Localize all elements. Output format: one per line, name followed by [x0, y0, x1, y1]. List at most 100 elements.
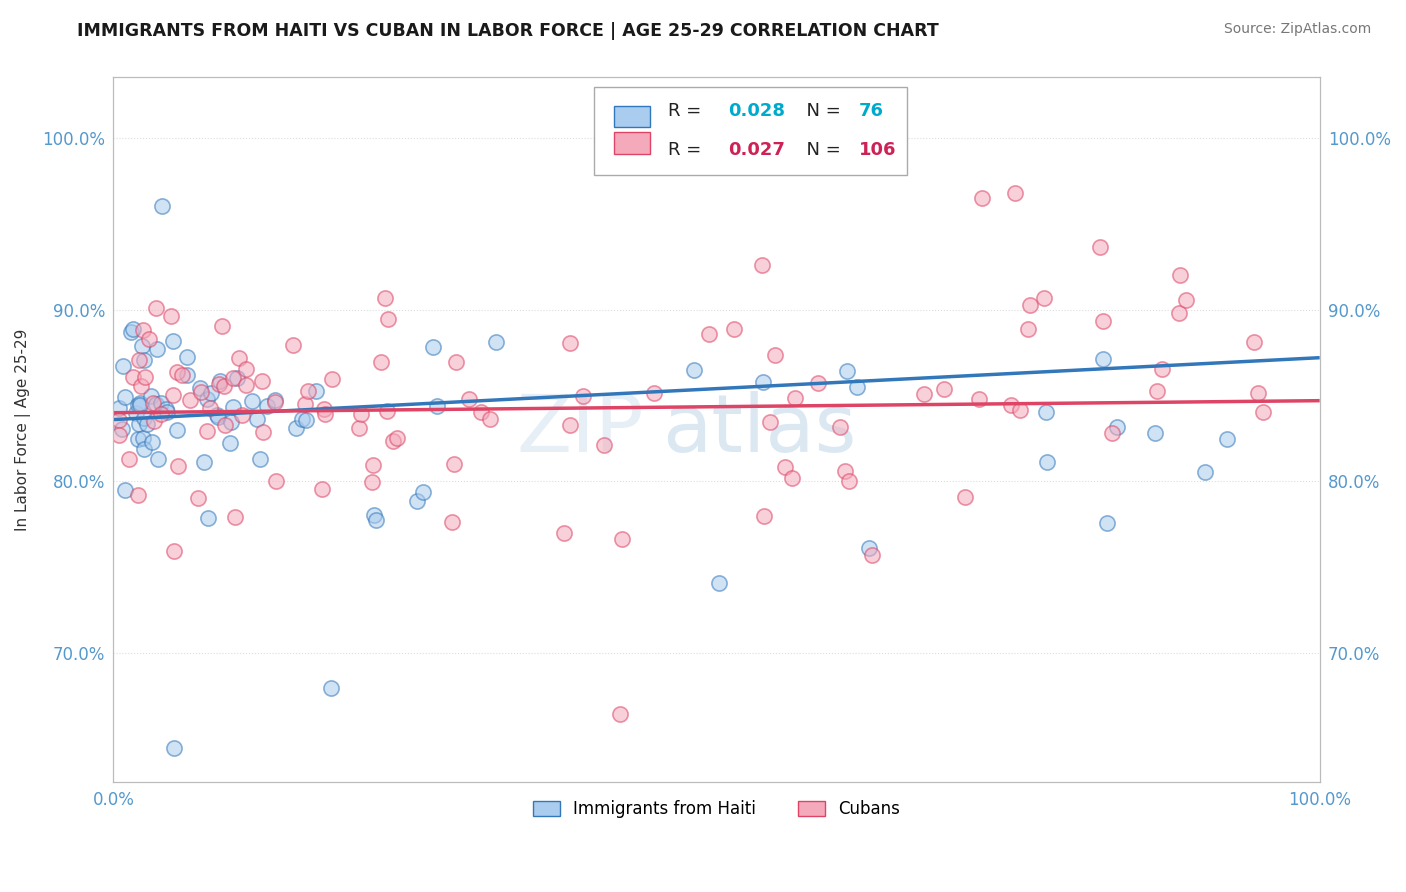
Text: ZIP: ZIP — [517, 391, 644, 469]
Point — [441, 515, 464, 529]
Point — [382, 434, 405, 448]
Point — [150, 199, 173, 213]
FancyBboxPatch shape — [614, 132, 650, 153]
Point — [112, 359, 135, 373]
Point — [1092, 314, 1115, 328]
Point — [219, 415, 242, 429]
Point — [350, 407, 373, 421]
Point — [156, 405, 179, 419]
Point — [560, 417, 582, 432]
Point — [131, 338, 153, 352]
Point — [773, 459, 796, 474]
Text: N =: N = — [794, 141, 846, 159]
Point — [1033, 291, 1056, 305]
Point — [593, 438, 616, 452]
Point — [1152, 362, 1174, 376]
Point — [224, 510, 246, 524]
Point — [846, 380, 869, 394]
Point — [263, 393, 285, 408]
Point — [128, 352, 150, 367]
Point — [187, 491, 209, 506]
Point — [723, 322, 745, 336]
Point — [131, 323, 153, 337]
Point — [834, 464, 856, 478]
Point — [763, 348, 786, 362]
Point — [252, 425, 274, 439]
Point — [141, 435, 163, 450]
Text: IMMIGRANTS FROM HAITI VS CUBAN IN LABOR FORCE | AGE 25-29 CORRELATION CHART: IMMIGRANTS FROM HAITI VS CUBAN IN LABOR … — [77, 22, 939, 40]
Point — [218, 436, 240, 450]
Point — [249, 452, 271, 467]
Point — [553, 525, 575, 540]
Point — [860, 549, 883, 563]
Point — [134, 370, 156, 384]
Point — [264, 394, 287, 409]
Point — [285, 420, 308, 434]
Point — [932, 382, 955, 396]
Point — [235, 377, 257, 392]
Point — [120, 325, 142, 339]
Text: R =: R = — [668, 141, 707, 159]
Point — [319, 681, 342, 695]
Point — [422, 340, 444, 354]
Point — [1092, 352, 1115, 367]
Point — [212, 379, 235, 393]
Point — [121, 322, 143, 336]
Point — [426, 399, 449, 413]
Point — [145, 301, 167, 315]
Point — [135, 417, 157, 431]
Point — [166, 423, 188, 437]
Point — [1101, 425, 1123, 440]
Point — [145, 343, 167, 357]
Point — [321, 372, 343, 386]
Point — [222, 371, 245, 385]
Point — [138, 332, 160, 346]
Point — [214, 418, 236, 433]
Text: R =: R = — [668, 102, 707, 120]
Point — [208, 374, 231, 388]
Point — [1017, 322, 1039, 336]
Point — [132, 411, 155, 425]
Point — [443, 457, 465, 471]
Point — [294, 397, 316, 411]
Point — [193, 455, 215, 469]
Point — [231, 408, 253, 422]
Point — [127, 488, 149, 502]
Point — [132, 353, 155, 368]
Point — [385, 431, 408, 445]
Point — [782, 471, 804, 485]
Point — [366, 513, 388, 527]
Point — [297, 384, 319, 399]
Point — [572, 389, 595, 403]
Point — [360, 475, 382, 490]
Point — [1095, 516, 1118, 530]
Point — [148, 451, 170, 466]
Point — [377, 312, 399, 326]
Point — [108, 413, 131, 427]
Point — [363, 508, 385, 523]
Point — [311, 483, 333, 497]
Text: N =: N = — [794, 102, 846, 120]
Point — [1167, 306, 1189, 320]
Point — [374, 291, 396, 305]
Point — [207, 410, 229, 425]
Point — [752, 508, 775, 523]
Point — [142, 414, 165, 428]
Point — [256, 400, 278, 414]
Point — [166, 458, 188, 473]
Point — [142, 396, 165, 410]
Point — [1247, 385, 1270, 400]
Text: atlas: atlas — [662, 391, 856, 469]
Point — [114, 390, 136, 404]
Point — [405, 494, 427, 508]
Point — [1018, 298, 1040, 312]
Point — [294, 413, 316, 427]
Point — [643, 386, 665, 401]
Text: 0.028: 0.028 — [728, 102, 786, 120]
Point — [132, 442, 155, 456]
Point — [205, 408, 228, 422]
Point — [149, 408, 172, 422]
Point — [1105, 420, 1128, 434]
Text: Source: ZipAtlas.com: Source: ZipAtlas.com — [1223, 22, 1371, 37]
Point — [129, 379, 152, 393]
